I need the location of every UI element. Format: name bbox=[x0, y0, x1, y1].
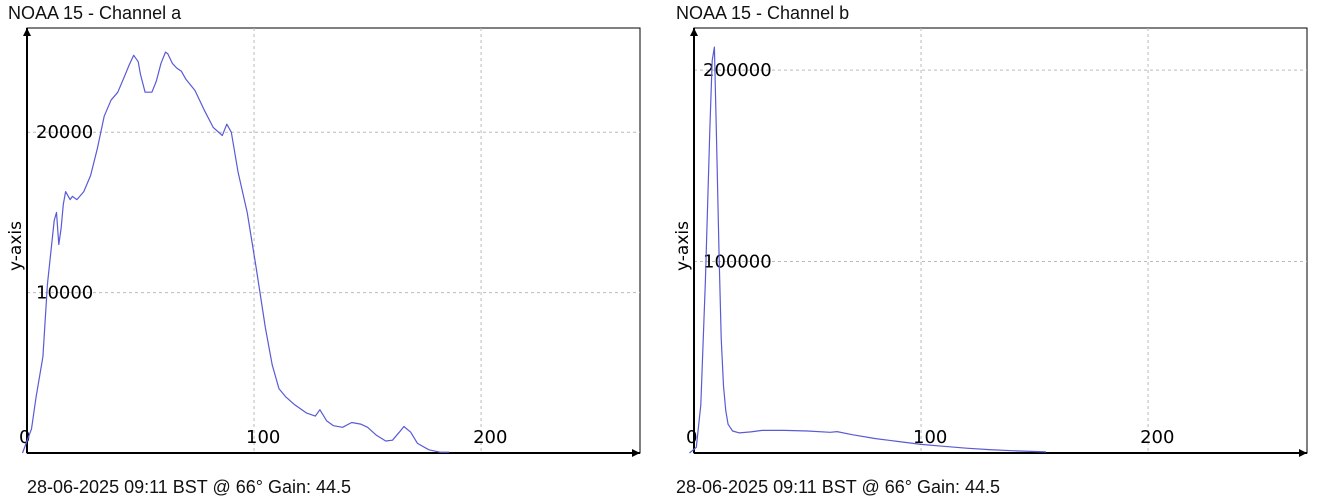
x-tick-label: 100 bbox=[913, 427, 947, 448]
y-tick-label: 20000 bbox=[36, 122, 93, 143]
panel-b-footer: 28-06-2025 09:11 BST @ 66° Gain: 44.5 bbox=[676, 477, 1001, 497]
chart-channel-a: 0 100 200 10000 20000 y-axis bbox=[6, 27, 641, 457]
x-axis-arrow-icon bbox=[1299, 449, 1307, 457]
panel-b-title: NOAA 15 - Channel b bbox=[676, 3, 850, 23]
chart-channel-b: 0 100 200 100000 200000 y-axis bbox=[673, 27, 1308, 457]
x-tick-label: 0 bbox=[19, 427, 30, 448]
panel-a-title: NOAA 15 - Channel a bbox=[8, 3, 182, 23]
y-axis-arrow-icon bbox=[23, 28, 31, 36]
panel-a-footer: 28-06-2025 09:11 BST @ 66° Gain: 44.5 bbox=[27, 477, 352, 497]
y-axis-label: y-axis bbox=[673, 221, 693, 271]
x-tick-label: 200 bbox=[1140, 427, 1174, 448]
x-axis-arrow-icon bbox=[632, 449, 640, 457]
y-tick-label: 10000 bbox=[36, 283, 93, 304]
series-line bbox=[689, 46, 1046, 454]
x-tick-label: 200 bbox=[473, 427, 507, 448]
y-axis-arrow-icon bbox=[690, 28, 698, 36]
plot-frame bbox=[26, 27, 641, 454]
x-tick-label: 100 bbox=[246, 427, 280, 448]
y-tick-label: 100000 bbox=[703, 252, 772, 273]
y-tick-label: 200000 bbox=[703, 60, 772, 81]
y-axis-label: y-axis bbox=[6, 221, 26, 271]
plot-frame bbox=[693, 27, 1308, 454]
series-line bbox=[21, 51, 450, 454]
x-tick-label: 0 bbox=[686, 427, 697, 448]
